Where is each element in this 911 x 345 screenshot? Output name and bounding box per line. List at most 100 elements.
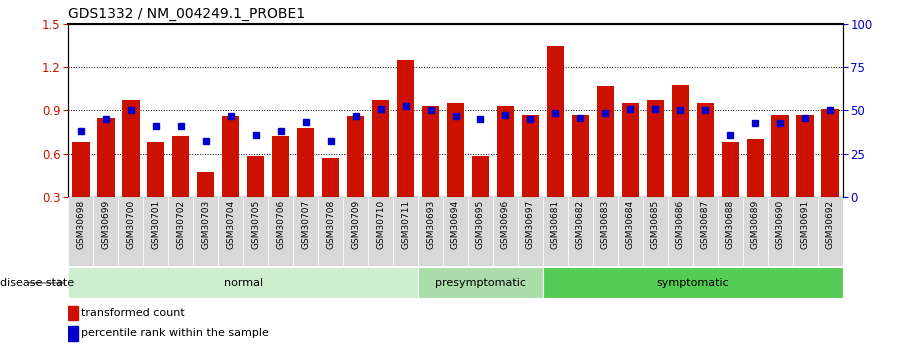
Bar	[172, 136, 189, 240]
Bar	[397, 60, 415, 240]
Bar	[418, 267, 543, 298]
Text: GSM30697: GSM30697	[526, 200, 535, 249]
Text: transformed count: transformed count	[81, 308, 185, 318]
Bar	[68, 306, 77, 320]
Bar	[593, 197, 618, 266]
Bar	[597, 86, 614, 240]
Text: GSM30708: GSM30708	[326, 200, 335, 249]
Text: GSM30696: GSM30696	[501, 200, 510, 249]
Text: GSM30710: GSM30710	[376, 200, 385, 249]
Bar	[472, 156, 489, 240]
Bar	[618, 197, 643, 266]
Bar	[222, 116, 240, 240]
Text: GSM30705: GSM30705	[251, 200, 261, 249]
Bar	[268, 197, 293, 266]
Bar	[68, 267, 418, 298]
Text: GSM30691: GSM30691	[801, 200, 810, 249]
Text: GSM30706: GSM30706	[276, 200, 285, 249]
Bar	[293, 197, 318, 266]
Bar	[422, 106, 439, 240]
Bar	[818, 197, 843, 266]
Text: GSM30688: GSM30688	[726, 200, 735, 249]
Text: GSM30693: GSM30693	[426, 200, 435, 249]
Bar	[169, 197, 193, 266]
Bar	[97, 118, 115, 240]
Bar	[243, 197, 268, 266]
Bar	[143, 197, 169, 266]
Text: GSM30686: GSM30686	[676, 200, 685, 249]
Text: GSM30689: GSM30689	[751, 200, 760, 249]
Bar	[219, 197, 243, 266]
Bar	[493, 197, 518, 266]
Bar	[418, 197, 443, 266]
Bar	[697, 103, 714, 240]
Text: GSM30707: GSM30707	[302, 200, 310, 249]
Bar	[671, 85, 689, 240]
Text: GSM30701: GSM30701	[151, 200, 160, 249]
Bar	[518, 197, 543, 266]
Bar	[718, 197, 742, 266]
Text: GSM30683: GSM30683	[601, 200, 609, 249]
Bar	[822, 109, 839, 240]
Text: GDS1332 / NM_004249.1_PROBE1: GDS1332 / NM_004249.1_PROBE1	[68, 7, 305, 21]
Text: GSM30682: GSM30682	[576, 200, 585, 249]
Bar	[197, 172, 214, 240]
Bar	[193, 197, 219, 266]
Text: GSM30685: GSM30685	[650, 200, 660, 249]
Bar	[147, 142, 165, 240]
Text: GSM30687: GSM30687	[701, 200, 710, 249]
Text: GSM30698: GSM30698	[77, 200, 86, 249]
Bar	[543, 267, 843, 298]
Bar	[543, 197, 568, 266]
Bar	[647, 100, 664, 240]
Text: disease state: disease state	[0, 278, 74, 288]
Text: GSM30692: GSM30692	[825, 200, 834, 249]
Bar	[343, 197, 368, 266]
Text: GSM30695: GSM30695	[476, 200, 485, 249]
Text: GSM30694: GSM30694	[451, 200, 460, 249]
Bar	[746, 139, 764, 240]
Text: symptomatic: symptomatic	[657, 278, 729, 288]
Text: presymptomatic: presymptomatic	[435, 278, 526, 288]
Bar	[372, 100, 389, 240]
Text: GSM30702: GSM30702	[176, 200, 185, 249]
Text: GSM30700: GSM30700	[127, 200, 135, 249]
Bar	[568, 197, 593, 266]
Text: GSM30709: GSM30709	[351, 200, 360, 249]
Bar	[271, 136, 290, 240]
Bar	[742, 197, 768, 266]
Text: GSM30711: GSM30711	[401, 200, 410, 249]
Bar	[643, 197, 668, 266]
Bar	[72, 142, 89, 240]
Text: GSM30704: GSM30704	[226, 200, 235, 249]
Bar	[468, 197, 493, 266]
Bar	[393, 197, 418, 266]
Bar	[496, 106, 514, 240]
Text: GSM30699: GSM30699	[101, 200, 110, 249]
Bar	[768, 197, 793, 266]
Bar	[93, 197, 118, 266]
Bar	[122, 100, 139, 240]
Bar	[446, 103, 465, 240]
Bar	[322, 158, 339, 240]
Bar	[772, 115, 789, 240]
Text: GSM30703: GSM30703	[201, 200, 210, 249]
Bar	[68, 326, 77, 341]
Bar	[443, 197, 468, 266]
Text: GSM30681: GSM30681	[551, 200, 560, 249]
Bar	[796, 115, 814, 240]
Bar	[522, 115, 539, 240]
Bar	[118, 197, 143, 266]
Bar	[368, 197, 393, 266]
Bar	[297, 128, 314, 240]
Text: normal: normal	[223, 278, 262, 288]
Bar	[318, 197, 343, 266]
Bar	[793, 197, 818, 266]
Bar	[572, 115, 589, 240]
Bar	[68, 197, 93, 266]
Text: GSM30690: GSM30690	[776, 200, 784, 249]
Bar	[547, 46, 564, 240]
Bar	[247, 156, 264, 240]
Bar	[347, 116, 364, 240]
Text: percentile rank within the sample: percentile rank within the sample	[81, 328, 270, 338]
